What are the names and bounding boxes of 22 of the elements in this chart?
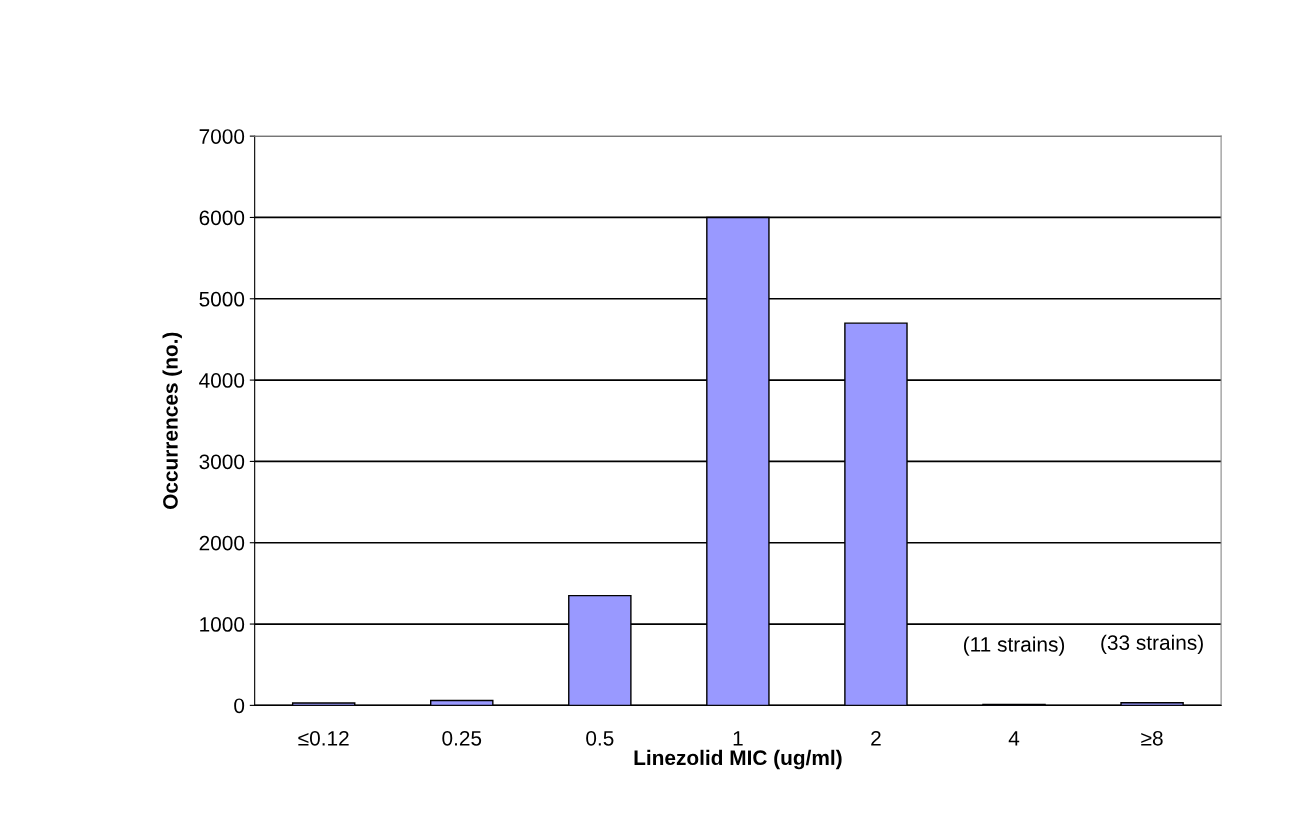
bar (291, 702, 356, 706)
x-tick-label: ≤0.12 (298, 730, 349, 746)
x-tick-label: 0.25 (442, 730, 482, 746)
x-tick-label: 4 (1008, 731, 1020, 746)
x-tick-label: 1 (733, 731, 743, 746)
y-axis-title: Occurrences (no.) (162, 332, 182, 510)
y-tick-label: 1000 (200, 617, 245, 632)
annotation: (11 strains) (963, 636, 1065, 656)
x-tick-label: 0.5 (586, 730, 614, 746)
y-tick-label: 0 (234, 698, 245, 714)
bar (1120, 701, 1184, 706)
x-tick-label: 2 (871, 730, 881, 746)
y-tick-label: 7000 (199, 129, 245, 144)
annotation: (33 strains) (1101, 634, 1203, 655)
y-tick-label: 4000 (199, 373, 245, 388)
y-tick-label: 6000 (199, 210, 245, 226)
bar (430, 699, 494, 706)
x-axis-title: Linezolid MIC (ug/ml) (634, 749, 842, 770)
y-tick-label: 5000 (199, 291, 245, 307)
x-tick-label: ≥8 (1141, 730, 1163, 746)
y-tick-label: 2000 (199, 535, 245, 551)
y-tick-label: 3000 (199, 454, 245, 470)
